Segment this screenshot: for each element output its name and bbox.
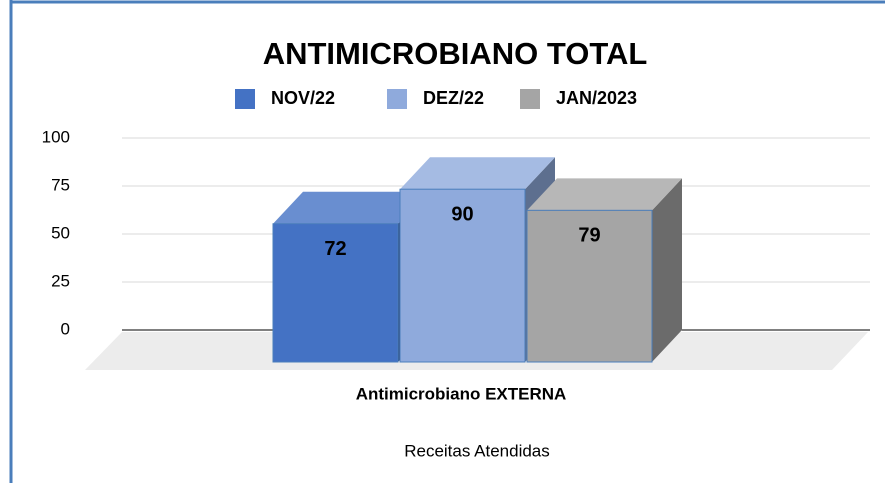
bar-top (400, 157, 555, 190)
data-label: 72 (324, 238, 346, 260)
legend-swatch (387, 89, 407, 109)
bar (399, 188, 526, 363)
legend-swatch (520, 89, 540, 109)
legend-swatch (235, 89, 255, 109)
bar (272, 223, 399, 363)
data-label: 79 (578, 225, 600, 247)
legend-label: DEZ/22 (423, 88, 484, 108)
bar (526, 209, 653, 363)
bar-side (652, 178, 682, 362)
y-tick-label: 50 (51, 223, 70, 242)
y-tick-label: 0 (61, 319, 70, 338)
legend-label: NOV/22 (271, 88, 335, 108)
bar-top (273, 191, 428, 224)
chart-title: ANTIMICROBIANO TOTAL (263, 36, 648, 71)
category-label: Antimicrobiano EXTERNA (356, 384, 567, 403)
y-tick-label: 75 (51, 175, 70, 194)
data-label: 90 (451, 203, 473, 225)
x-axis-title: Receitas Atendidas (404, 441, 550, 460)
y-tick-label: 100 (42, 127, 70, 146)
legend-label: JAN/2023 (556, 88, 637, 108)
bar-top (527, 178, 682, 211)
y-tick-label: 25 (51, 271, 70, 290)
